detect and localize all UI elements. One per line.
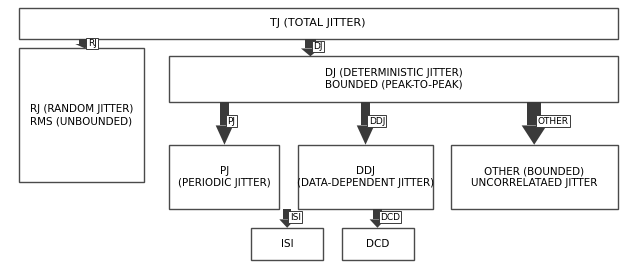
Bar [373,209,382,219]
Text: PJ: PJ [228,117,236,126]
Polygon shape [522,125,547,145]
Bar [219,102,229,125]
Bar [19,8,618,39]
Polygon shape [280,219,295,228]
Text: DJ (DETERMINISTIC JITTER)
BOUNDED (PEAK-TO-PEAK): DJ (DETERMINISTIC JITTER) BOUNDED (PEAK-… [325,68,462,90]
Text: RJ (RANDOM JITTER)
RMS (UNBOUNDED): RJ (RANDOM JITTER) RMS (UNBOUNDED) [30,105,133,126]
Bar [283,209,292,219]
Text: DJ: DJ [314,42,323,51]
Bar [251,228,323,260]
Bar [342,228,414,260]
Polygon shape [301,49,320,56]
Text: TJ (TOTAL JITTER): TJ (TOTAL JITTER) [270,18,366,28]
Bar [361,102,371,125]
Text: ISI: ISI [290,213,301,222]
Bar [19,48,144,182]
Bar [80,39,90,44]
Bar [527,102,541,125]
Polygon shape [357,125,374,145]
Bar [451,145,618,209]
Text: DCD: DCD [380,213,400,222]
Text: OTHER (BOUNDED)
UNCORRELATAED JITTER: OTHER (BOUNDED) UNCORRELATAED JITTER [472,166,598,188]
Bar [169,56,618,102]
Text: PJ
(PERIODIC JITTER): PJ (PERIODIC JITTER) [178,166,270,188]
Polygon shape [75,44,94,48]
Text: DDJ
(DATA-DEPENDENT JITTER): DDJ (DATA-DEPENDENT JITTER) [297,166,434,188]
Bar [169,145,279,209]
Text: DCD: DCD [366,239,389,249]
Bar [298,145,433,209]
Text: ISI: ISI [280,239,293,249]
Polygon shape [370,219,385,228]
Text: DDJ: DDJ [369,117,385,126]
Polygon shape [216,125,233,145]
Text: OTHER: OTHER [537,117,568,126]
Bar [305,39,315,49]
Text: RJ: RJ [88,39,97,48]
